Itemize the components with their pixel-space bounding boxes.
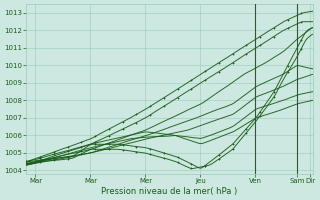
X-axis label: Pression niveau de la mer( hPa ): Pression niveau de la mer( hPa ) xyxy=(101,187,238,196)
